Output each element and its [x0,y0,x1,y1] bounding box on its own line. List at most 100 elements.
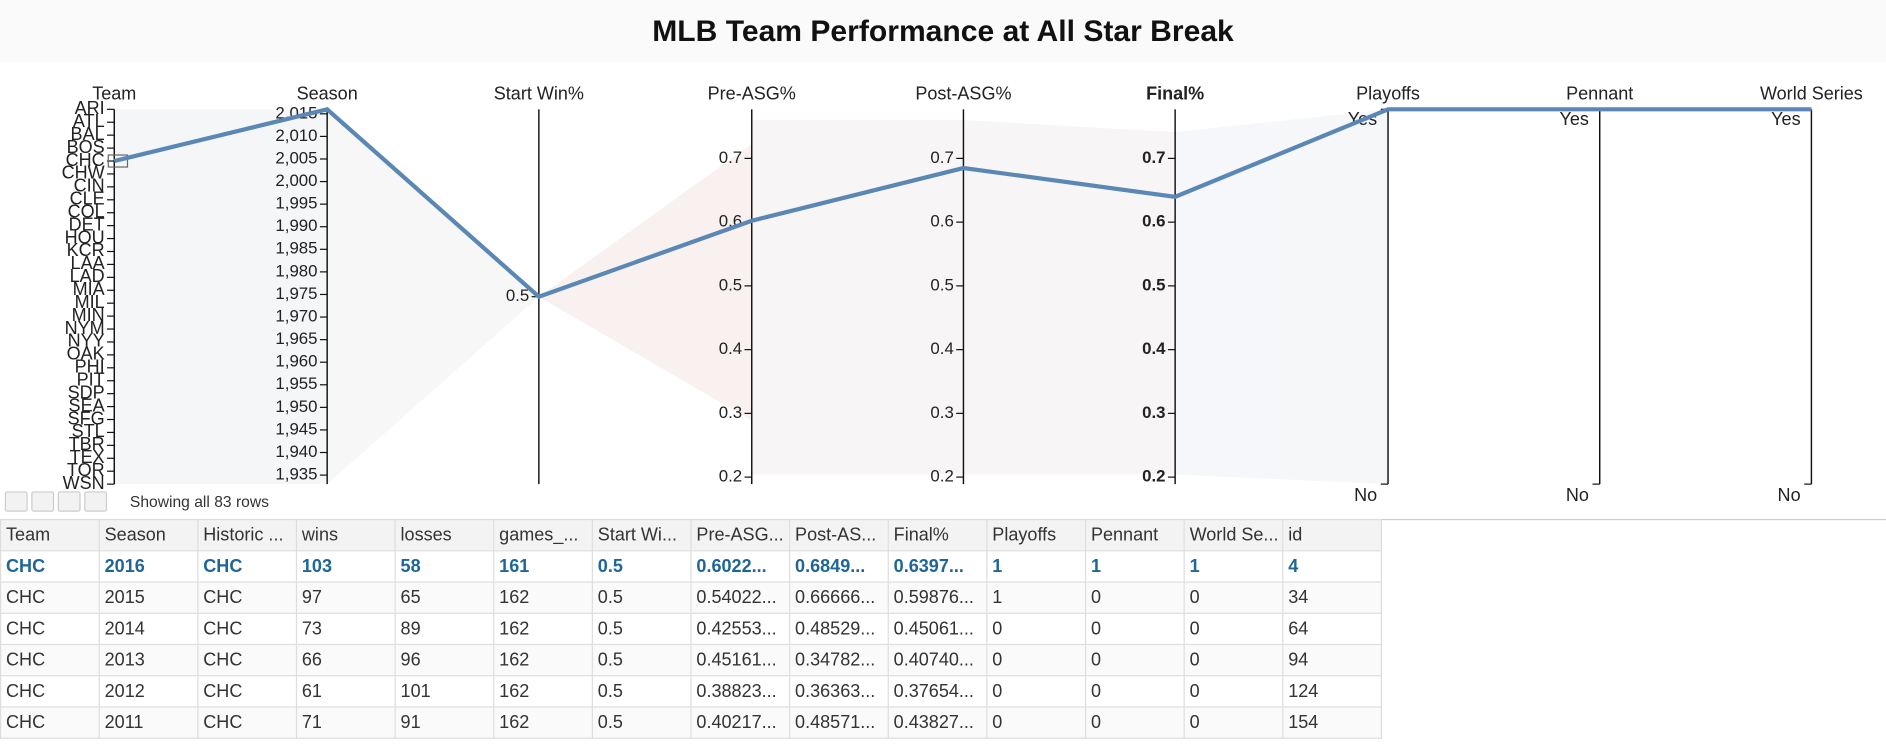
tick-label: No [1354,485,1377,505]
table-cell: 1 [1084,550,1185,583]
tick-label: NYM [65,318,105,338]
table-cell: CHC [0,675,100,708]
tick-label: Yes [1771,109,1800,129]
table-cell: 0.5 [591,706,692,739]
table-cell: 0 [1183,675,1284,708]
tick-label: ATL [73,111,105,131]
table-row[interactable]: CHC 2014 CHC 73 89 162 0.5 0.42553... 0.48529...… [0,612,1383,646]
table-row[interactable]: CHC 2012 CHC 61 101 162 0.5 0.38823... 0.36363..… [0,675,1383,708]
tick-label: CLE [70,189,105,209]
first-page-button[interactable] [4,491,28,512]
table-cell: 0.5 [591,581,692,614]
table-cell: 2015 [98,581,199,614]
tick-label: LAA [71,253,105,273]
tick-label: NYY [68,331,105,351]
column-header[interactable]: losses [394,518,495,552]
table-cell: 0 [986,612,1087,646]
column-header[interactable]: Historic ... [197,518,298,552]
axis-title: Start Win% [494,84,584,104]
tick-label: 0.5 [506,286,529,305]
tick-label: 1,955 [275,374,317,393]
tick-label: TOR [67,460,105,480]
table-cell: 0.38823... [690,675,791,708]
column-header[interactable]: games_... [493,518,593,552]
axis-title: Season [297,84,358,104]
axis-title: Pennant [1566,84,1633,104]
column-header[interactable]: Team [0,518,100,552]
column-header[interactable]: Pennant [1084,518,1185,552]
table-cell: 0 [986,706,1087,739]
tick-label: No [1778,485,1801,505]
column-header[interactable]: Playoffs [986,518,1087,552]
table-row[interactable]: CHC 2015 CHC 97 65 162 0.5 0.54022... 0.66666...… [0,581,1383,614]
column-header[interactable]: World Se... [1183,518,1284,552]
tick-label: 1,995 [275,194,317,213]
tick-label: 0.3 [1142,403,1165,422]
table-cell: 0.40740... [887,643,988,677]
table-cell: 0 [1084,581,1185,614]
axis-title: Team [92,84,136,104]
table-cell: 161 [493,550,593,583]
table-cell: 71 [295,706,396,739]
axis-title: Final% [1146,84,1204,104]
table-cell: CHC [0,643,100,677]
table-cell: 0.45061... [887,612,988,646]
next-page-button[interactable] [57,491,81,512]
table-cell: 0.6022... [690,550,791,583]
prev-page-button[interactable] [31,491,55,512]
tick-label: 1,965 [275,329,317,348]
table-cell: 101 [394,675,495,708]
tick-label: SFG [68,408,105,428]
column-header[interactable]: id [1282,518,1383,552]
column-header[interactable]: Start Wi... [591,518,692,552]
table-cell: 103 [295,550,396,583]
table-cell: 124 [1282,675,1383,708]
table-cell: 0.40217... [690,706,791,739]
tick-label: MIN [72,305,105,325]
tick-label: 1,970 [275,306,317,325]
table-cell: 0.54022... [690,581,791,614]
tick-label: DET [69,214,105,234]
axis-title: World Series [1760,84,1863,104]
tick-label: 0.2 [1142,467,1165,486]
table-row[interactable]: CHC 2011 CHC 71 91 162 0.5 0.40217... 0.48571...… [0,706,1383,739]
tick-label: 1,940 [275,442,317,461]
tick-label: CHC [66,150,105,170]
tick-label: PIT [77,370,105,390]
tick-label: 0.2 [719,467,742,486]
table-cell: 2012 [98,675,199,708]
table-cell: 0.43827... [887,706,988,739]
column-header[interactable]: Season [98,518,199,552]
column-header[interactable]: Post-AS... [789,518,889,552]
table-cell: 0.48529... [789,612,889,646]
tick-label: 0.5 [1142,275,1165,294]
table-cell: CHC [197,643,298,677]
table-cell: 0 [1084,706,1185,739]
table-cell: 97 [295,581,396,614]
last-page-button[interactable] [84,491,108,512]
table-cell: 4 [1282,550,1383,583]
table-cell: 162 [493,706,593,739]
axis-title: Post-ASG% [915,84,1011,104]
tick-label: WSN [63,473,105,493]
tick-label: Yes [1559,109,1588,129]
table-row[interactable]: CHC 2013 CHC 66 96 162 0.5 0.45161... 0.34782...… [0,643,1383,677]
axis-title: Playoffs [1356,84,1420,104]
table-cell: 0 [1183,706,1284,739]
tick-label: LAD [70,266,105,286]
table-row[interactable]: CHC 2016 CHC 103 58 161 0.5 0.6022... 0.6849... 0… [0,550,1383,583]
column-header[interactable]: Pre-ASG... [690,518,791,552]
tick-label: 0.3 [719,403,742,422]
tick-label: 2,005 [275,148,317,167]
tick-label: 1,980 [275,261,317,280]
tick-label: COL [68,201,105,221]
column-header[interactable]: Final% [887,518,988,552]
table-cell: 0 [986,643,1087,677]
table-cell: 0.5 [591,643,692,677]
table-cell: 0 [1084,643,1185,677]
table-cell: 66 [295,643,396,677]
column-header[interactable]: wins [295,518,396,552]
tick-label: OAK [67,344,105,364]
table-cell: 0 [1183,581,1284,614]
table-cell: CHC [0,581,100,614]
